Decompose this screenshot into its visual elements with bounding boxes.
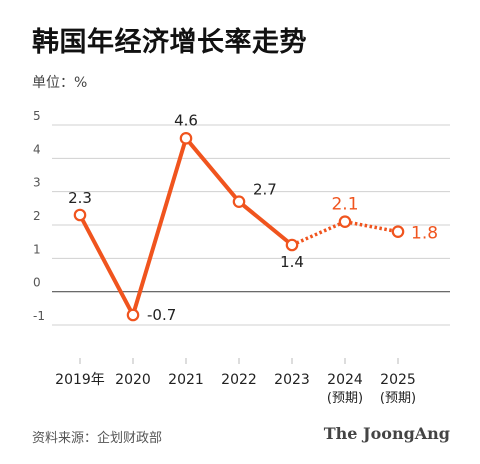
chart-title: 韩国年经济增长率走势 (32, 27, 307, 58)
x-tick-label: 2023 (274, 372, 310, 388)
forecast-segment (344, 219, 399, 234)
data-point (285, 238, 299, 252)
y-tick-label: 2 (33, 209, 41, 223)
unit-label: 单位：% (32, 75, 88, 91)
series-points (73, 132, 405, 322)
y-tick-labels: -1 0 1 2 3 4 5 (33, 109, 45, 323)
line-segment (184, 136, 241, 204)
y-tick-label: 5 (33, 109, 41, 123)
x-tick-label: 2020 (115, 372, 151, 388)
y-tick-label: 4 (33, 142, 41, 156)
x-tick-labels: 2019年 2020 2021 2022 2023 2024 (预期) 2025 (预期) (55, 372, 416, 406)
data-label: 1.4 (280, 253, 304, 271)
y-tick-label: 0 (33, 276, 41, 290)
line-segment (237, 199, 294, 247)
x-tick-label: 2019年 (55, 372, 105, 388)
y-tick-label: 1 (33, 242, 41, 256)
data-point (391, 225, 405, 238)
grid-lines (52, 124, 450, 364)
data-labels: 2.3 -0.7 4.6 2.7 1.4 2.1 1.8 (68, 111, 438, 324)
source-note: 资料来源：企划财政部 (32, 431, 163, 446)
data-point (73, 208, 87, 222)
x-tick-label: 2022 (221, 372, 257, 388)
data-point (232, 195, 246, 208)
data-label: 2.7 (253, 181, 277, 199)
x-tick-label: 2024 (327, 372, 363, 388)
series-line (78, 136, 399, 317)
x-tick-label: 2025 (380, 372, 416, 388)
line-segment (131, 136, 188, 317)
data-point (179, 132, 193, 145)
x-tick-sublabel: (预期) (380, 391, 416, 406)
brand-logo: The JoongAng (323, 424, 450, 443)
data-label: -0.7 (147, 306, 176, 324)
data-label: 2.3 (68, 189, 92, 207)
data-point (126, 308, 140, 322)
y-tick-label: -1 (33, 309, 45, 323)
line-segment (78, 213, 135, 317)
data-label: 1.8 (411, 224, 438, 244)
x-tick-sublabel: (预期) (327, 391, 363, 406)
x-tick-label: 2021 (168, 372, 204, 388)
y-tick-label: 3 (33, 176, 41, 190)
data-label: 2.1 (331, 195, 358, 215)
data-label: 4.6 (174, 111, 198, 129)
data-point (338, 215, 352, 228)
